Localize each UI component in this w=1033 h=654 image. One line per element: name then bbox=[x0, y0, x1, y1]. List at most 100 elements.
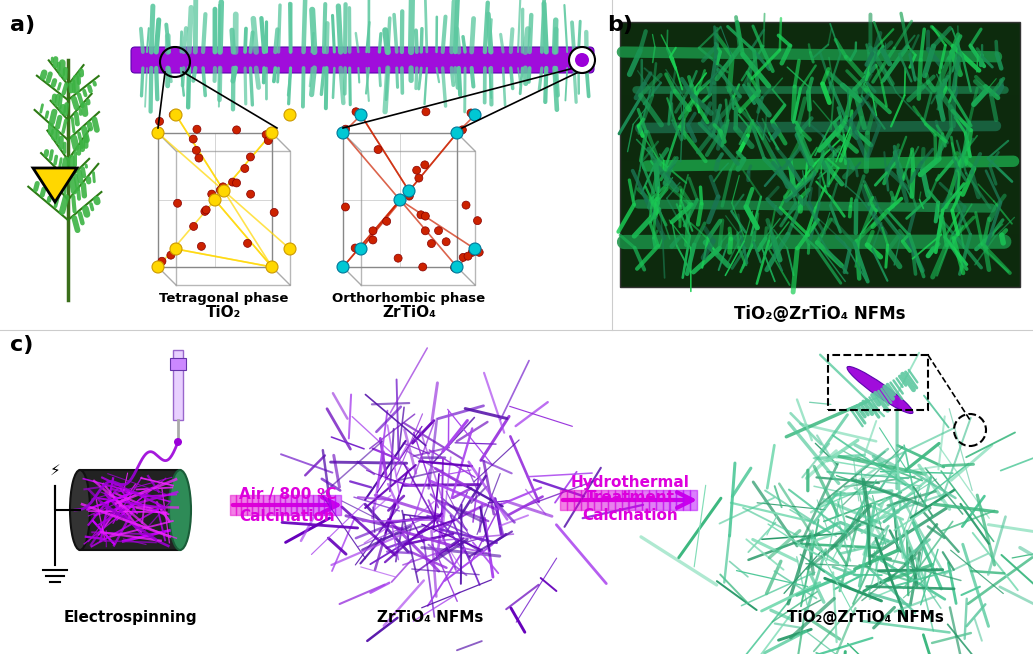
Bar bbox=[620, 161, 1020, 167]
Circle shape bbox=[374, 146, 382, 154]
Circle shape bbox=[415, 174, 422, 182]
Circle shape bbox=[421, 108, 430, 116]
Bar bbox=[620, 122, 1020, 128]
FancyBboxPatch shape bbox=[131, 47, 594, 73]
Circle shape bbox=[420, 161, 429, 169]
Circle shape bbox=[170, 243, 182, 255]
Ellipse shape bbox=[847, 366, 913, 413]
Circle shape bbox=[473, 216, 481, 225]
FancyArrowPatch shape bbox=[89, 87, 91, 91]
FancyArrowPatch shape bbox=[55, 156, 57, 164]
FancyArrowPatch shape bbox=[60, 159, 61, 168]
Text: Air / 800 ºC: Air / 800 ºC bbox=[239, 487, 336, 502]
Text: Orthorhombic phase: Orthorhombic phase bbox=[333, 292, 486, 305]
Bar bbox=[170, 358, 186, 370]
FancyArrowPatch shape bbox=[55, 169, 56, 181]
FancyArrowPatch shape bbox=[84, 129, 87, 140]
Circle shape bbox=[190, 222, 197, 230]
Bar bbox=[620, 22, 1020, 287]
Circle shape bbox=[569, 49, 591, 71]
FancyArrowPatch shape bbox=[73, 197, 74, 211]
Circle shape bbox=[247, 190, 255, 198]
Circle shape bbox=[421, 212, 430, 220]
Circle shape bbox=[395, 254, 402, 262]
Circle shape bbox=[403, 185, 415, 197]
Circle shape bbox=[189, 135, 197, 143]
Circle shape bbox=[569, 47, 595, 73]
Bar bbox=[620, 181, 1020, 188]
FancyArrowPatch shape bbox=[64, 84, 66, 94]
Bar bbox=[828, 355, 928, 410]
Circle shape bbox=[232, 126, 241, 134]
Circle shape bbox=[247, 153, 254, 161]
Text: Hydrothermal: Hydrothermal bbox=[570, 475, 689, 490]
Bar bbox=[620, 61, 1020, 69]
Circle shape bbox=[192, 146, 200, 154]
Circle shape bbox=[459, 126, 466, 134]
FancyArrowPatch shape bbox=[83, 169, 84, 176]
Bar bbox=[620, 69, 1020, 75]
Circle shape bbox=[208, 190, 216, 198]
Circle shape bbox=[352, 108, 361, 116]
Text: ⚡: ⚡ bbox=[50, 462, 60, 477]
Circle shape bbox=[262, 131, 271, 139]
Circle shape bbox=[152, 127, 164, 139]
Bar bbox=[620, 29, 1020, 35]
Bar bbox=[620, 114, 1020, 122]
Bar bbox=[620, 207, 1020, 214]
Circle shape bbox=[271, 209, 278, 216]
Bar bbox=[620, 241, 1020, 247]
Circle shape bbox=[218, 185, 230, 197]
Circle shape bbox=[355, 109, 367, 121]
Circle shape bbox=[342, 203, 349, 211]
Bar bbox=[620, 148, 1020, 154]
Bar bbox=[620, 22, 1020, 29]
Bar bbox=[620, 267, 1020, 274]
FancyArrowPatch shape bbox=[42, 189, 43, 195]
Circle shape bbox=[435, 227, 442, 235]
Circle shape bbox=[241, 165, 249, 173]
Circle shape bbox=[174, 438, 182, 446]
Bar bbox=[620, 260, 1020, 267]
Bar bbox=[620, 234, 1020, 241]
FancyArrowPatch shape bbox=[91, 204, 92, 209]
Bar bbox=[620, 175, 1020, 181]
Circle shape bbox=[417, 211, 425, 219]
Bar bbox=[620, 188, 1020, 194]
FancyArrowPatch shape bbox=[89, 124, 90, 129]
Text: Calcination: Calcination bbox=[583, 508, 678, 523]
FancyArrowPatch shape bbox=[84, 105, 85, 114]
Circle shape bbox=[267, 127, 278, 139]
FancyArrowPatch shape bbox=[49, 74, 51, 81]
FancyArrowPatch shape bbox=[74, 99, 76, 107]
Circle shape bbox=[228, 178, 237, 186]
Circle shape bbox=[369, 236, 377, 244]
Circle shape bbox=[193, 125, 201, 133]
Circle shape bbox=[216, 186, 224, 194]
Bar bbox=[620, 95, 1020, 101]
Text: ZrTiO₄ NFMs: ZrTiO₄ NFMs bbox=[377, 610, 483, 625]
Circle shape bbox=[174, 199, 182, 207]
FancyArrowPatch shape bbox=[62, 198, 66, 212]
Ellipse shape bbox=[169, 470, 191, 550]
Text: Tetragonal phase: Tetragonal phase bbox=[159, 292, 288, 305]
Circle shape bbox=[170, 109, 182, 121]
Circle shape bbox=[351, 244, 359, 252]
Polygon shape bbox=[33, 168, 77, 202]
Circle shape bbox=[355, 243, 367, 255]
FancyArrowPatch shape bbox=[35, 184, 37, 190]
FancyArrowPatch shape bbox=[59, 84, 60, 89]
Circle shape bbox=[450, 264, 459, 271]
Bar bbox=[620, 274, 1020, 281]
Circle shape bbox=[575, 53, 589, 67]
Text: Treatment: Treatment bbox=[586, 490, 675, 505]
Circle shape bbox=[195, 154, 202, 162]
Circle shape bbox=[156, 117, 163, 126]
Bar bbox=[620, 82, 1020, 88]
FancyArrowPatch shape bbox=[75, 176, 77, 189]
Circle shape bbox=[469, 243, 481, 255]
Bar bbox=[620, 254, 1020, 260]
FancyArrowPatch shape bbox=[84, 91, 86, 95]
Text: a): a) bbox=[10, 15, 35, 35]
Bar bbox=[620, 141, 1020, 148]
